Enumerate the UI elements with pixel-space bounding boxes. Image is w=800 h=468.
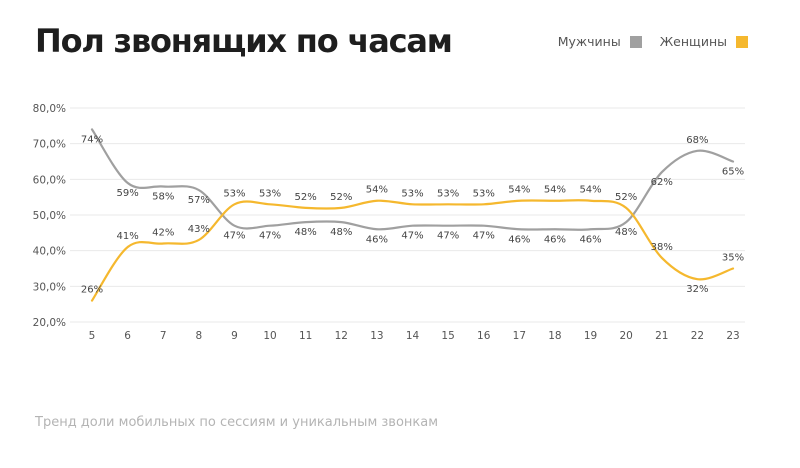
- x-tick-label-7: 12: [335, 330, 348, 342]
- x-tick-label-3: 8: [195, 330, 202, 342]
- chart-subtitle: Тренд доли мобильных по сессиям и уникал…: [35, 415, 439, 430]
- data-label-s0-5: 47%: [259, 231, 281, 242]
- x-tick-label-9: 14: [406, 330, 420, 342]
- data-label-s1-5: 53%: [259, 188, 281, 199]
- x-tick-label-6: 11: [299, 330, 312, 342]
- data-label-s0-14: 46%: [579, 234, 601, 245]
- data-label-s0-7: 48%: [330, 227, 352, 238]
- data-label-s0-6: 48%: [295, 227, 317, 238]
- legend-label-women: Женщины: [659, 34, 727, 49]
- x-tick-label-8: 13: [370, 330, 383, 342]
- data-label-s0-0: 74%: [81, 134, 103, 145]
- data-label-s1-15: 52%: [615, 192, 637, 203]
- data-label-s1-18: 35%: [722, 253, 744, 264]
- data-label-s1-14: 54%: [579, 185, 601, 196]
- x-tick-label-1: 6: [124, 330, 131, 342]
- legend-item-women: Женщины: [660, 34, 748, 49]
- data-label-s1-16: 38%: [651, 242, 673, 253]
- x-tick-label-13: 18: [548, 330, 561, 342]
- data-label-s1-8: 54%: [366, 185, 388, 196]
- legend-label-men: Мужчины: [557, 34, 621, 49]
- data-label-s0-17: 68%: [686, 135, 708, 146]
- y-tick-label-6: 80,0%: [33, 103, 66, 115]
- legend: Мужчины Женщины: [540, 34, 748, 49]
- data-label-s1-0: 26%: [81, 285, 103, 296]
- y-tick-label-5: 70,0%: [33, 139, 66, 151]
- data-label-s0-9: 47%: [401, 231, 423, 242]
- legend-swatch-men: [629, 35, 642, 48]
- data-label-s1-13: 54%: [544, 185, 566, 196]
- x-tick-label-15: 20: [619, 330, 632, 342]
- data-label-s0-4: 47%: [223, 231, 245, 242]
- y-tick-label-0: 20,0%: [33, 317, 66, 329]
- data-label-s0-11: 47%: [473, 231, 495, 242]
- x-tick-label-11: 16: [477, 330, 491, 342]
- data-label-s0-12: 46%: [508, 234, 530, 245]
- y-tick-label-4: 60,0%: [33, 174, 66, 186]
- series-line-0: [90, 128, 735, 231]
- data-label-s0-8: 46%: [366, 234, 388, 245]
- x-tick-label-16: 21: [655, 330, 668, 342]
- data-label-s1-11: 53%: [473, 188, 495, 199]
- data-label-s1-3: 43%: [188, 224, 210, 235]
- data-label-s0-1: 59%: [116, 188, 138, 199]
- x-tick-label-2: 7: [160, 330, 167, 342]
- chart-title: Пол звонящих по часам: [35, 22, 453, 60]
- data-label-s1-17: 32%: [686, 284, 708, 295]
- data-label-s1-12: 54%: [508, 185, 530, 196]
- data-label-s0-16: 62%: [651, 177, 673, 188]
- data-label-s0-10: 47%: [437, 231, 459, 242]
- data-label-s0-13: 46%: [544, 234, 566, 245]
- data-label-s0-2: 58%: [152, 191, 174, 202]
- x-tick-label-4: 9: [231, 330, 238, 342]
- y-tick-label-2: 40,0%: [33, 246, 66, 258]
- data-label-s0-15: 48%: [615, 227, 637, 238]
- data-label-s1-6: 52%: [295, 192, 317, 203]
- x-tick-label-10: 15: [441, 330, 454, 342]
- data-label-s0-18: 65%: [722, 167, 744, 178]
- x-tick-label-5: 10: [263, 330, 276, 342]
- data-label-s1-2: 42%: [152, 228, 174, 239]
- x-tick-label-14: 19: [584, 330, 597, 342]
- data-label-s1-4: 53%: [223, 188, 245, 199]
- data-label-s1-1: 41%: [116, 231, 138, 242]
- x-tick-label-17: 22: [691, 330, 704, 342]
- y-tick-label-1: 30,0%: [33, 281, 66, 293]
- series-line-1: [90, 199, 735, 302]
- data-label-s1-7: 52%: [330, 192, 352, 203]
- x-tick-label-18: 23: [726, 330, 739, 342]
- legend-swatch-women: [736, 35, 748, 48]
- y-tick-label-3: 50,0%: [33, 210, 66, 222]
- legend-item-men: Мужчины: [558, 34, 642, 49]
- data-label-s0-3: 57%: [188, 195, 210, 206]
- data-label-s1-9: 53%: [401, 188, 423, 199]
- x-tick-label-12: 17: [513, 330, 526, 342]
- data-label-s1-10: 53%: [437, 188, 459, 199]
- x-tick-label-0: 5: [89, 330, 96, 342]
